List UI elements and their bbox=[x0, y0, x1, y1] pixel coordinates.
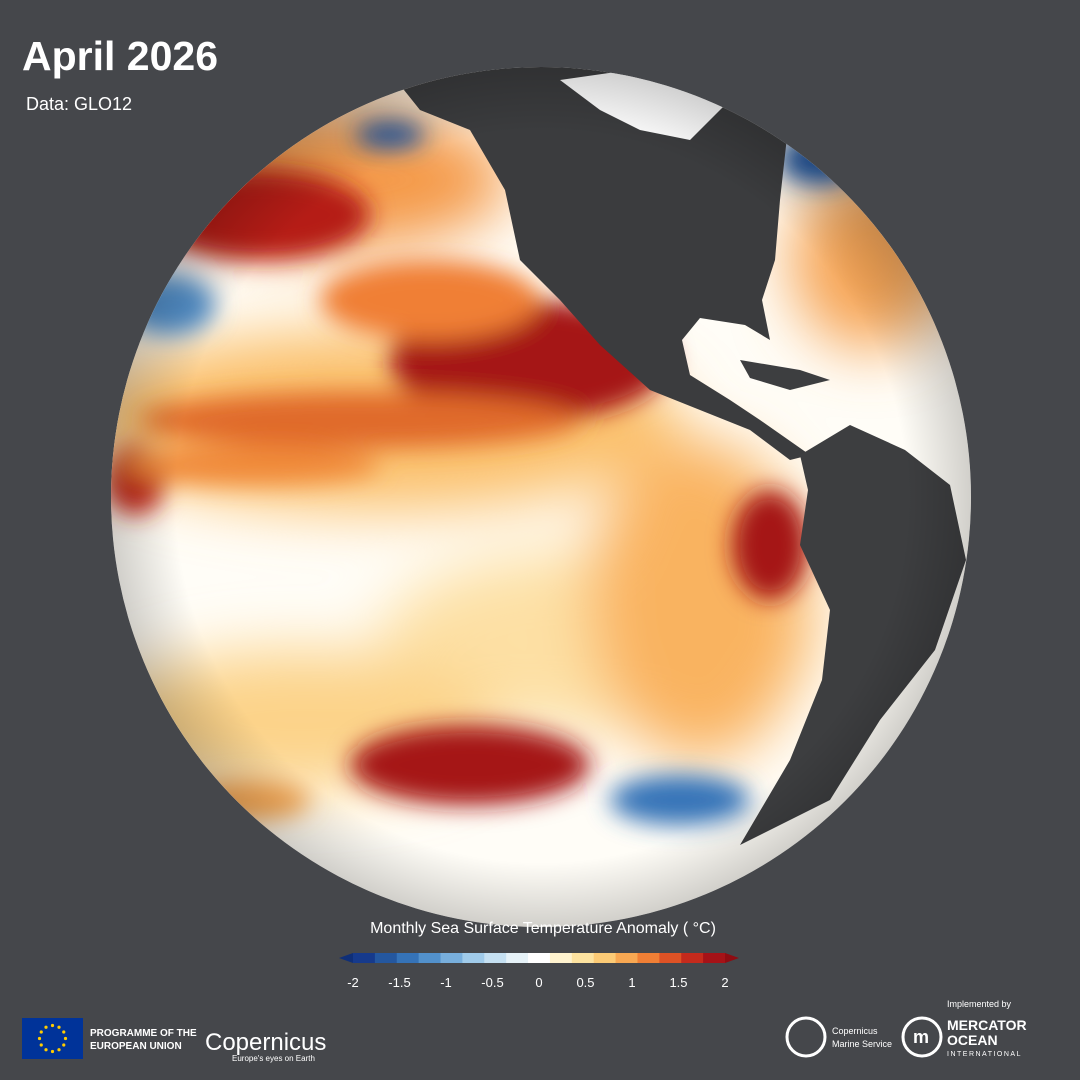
mercator-text: OCEAN bbox=[947, 1032, 998, 1048]
colorbar: -2 -1.5 -1 -0.5 0 0.5 1 1.5 2 bbox=[339, 953, 739, 990]
eu-star bbox=[62, 1043, 66, 1047]
colorbar-label: Monthly Sea Surface Temperature Anomaly … bbox=[370, 920, 716, 937]
colorbar-extend-low bbox=[339, 953, 353, 963]
subtitle: Data: GLO12 bbox=[26, 94, 132, 114]
eu-star bbox=[44, 1025, 48, 1029]
colorbar-bin bbox=[418, 953, 442, 963]
colorbar-bin bbox=[615, 953, 638, 963]
colorbar-bin bbox=[681, 953, 704, 963]
eu-star bbox=[39, 1043, 43, 1047]
eu-star bbox=[57, 1025, 61, 1029]
colorbar-bin bbox=[506, 953, 529, 963]
cms-icon bbox=[785, 1016, 827, 1058]
eu-text: EUROPEAN UNION bbox=[90, 1041, 182, 1052]
colorbar-bin bbox=[659, 953, 682, 963]
eu-star bbox=[57, 1048, 61, 1052]
colorbar-tick-label: 0.5 bbox=[576, 975, 594, 990]
colorbar-bin bbox=[374, 953, 398, 963]
cms-text: Marine Service bbox=[832, 1039, 892, 1049]
colorbar-bin bbox=[484, 953, 507, 963]
colorbar-tick-label: -2 bbox=[347, 975, 359, 990]
footer: PROGRAMME OF THE EUROPEAN UNION Copernic… bbox=[22, 999, 1027, 1063]
mercator-m: m bbox=[913, 1027, 929, 1047]
colorbar-tick-label: -1 bbox=[440, 975, 452, 990]
colorbar-extend-high bbox=[725, 953, 739, 963]
colorbar-bin bbox=[593, 953, 617, 963]
colorbar-tick-label: 1 bbox=[628, 975, 635, 990]
colorbar-bin bbox=[528, 953, 551, 963]
implemented-by: Implemented by bbox=[947, 999, 1012, 1009]
colorbar-bin bbox=[703, 953, 726, 963]
colorbar-bin bbox=[462, 953, 485, 963]
colorbar-tick-label: 1.5 bbox=[669, 975, 687, 990]
colorbar-bin bbox=[440, 953, 463, 963]
colorbar-bin bbox=[571, 953, 595, 963]
colorbar-tick-label: -0.5 bbox=[481, 975, 503, 990]
mercator-text: MERCATOR bbox=[947, 1017, 1027, 1033]
eu-star bbox=[37, 1036, 42, 1041]
colorbar-tick-label: 0 bbox=[535, 975, 542, 990]
globe bbox=[111, 67, 971, 927]
mercator-text: INTERNATIONAL bbox=[947, 1051, 1022, 1058]
eu-text: PROGRAMME OF THE bbox=[90, 1028, 197, 1039]
eu-star bbox=[50, 1023, 55, 1028]
copernicus-tagline: Europe's eyes on Earth bbox=[232, 1054, 315, 1063]
eu-stars bbox=[37, 1023, 68, 1054]
colorbar-bin bbox=[549, 953, 573, 963]
eu-star bbox=[63, 1036, 68, 1041]
colorbar-bin bbox=[396, 953, 420, 963]
colorbar-tick-label: 2 bbox=[721, 975, 728, 990]
mercator-icon bbox=[901, 1016, 943, 1058]
colorbar-tick-label: -1.5 bbox=[388, 975, 410, 990]
eu-star bbox=[50, 1049, 55, 1054]
cms-text: Copernicus bbox=[832, 1026, 878, 1036]
eu-star bbox=[39, 1030, 43, 1034]
colorbar-bin bbox=[353, 953, 376, 963]
copernicus-logo: Copernicus bbox=[205, 1029, 326, 1056]
colorbar-bin bbox=[637, 953, 660, 963]
title: April 2026 bbox=[22, 33, 218, 79]
eu-star bbox=[44, 1048, 48, 1052]
eu-star bbox=[62, 1030, 66, 1034]
